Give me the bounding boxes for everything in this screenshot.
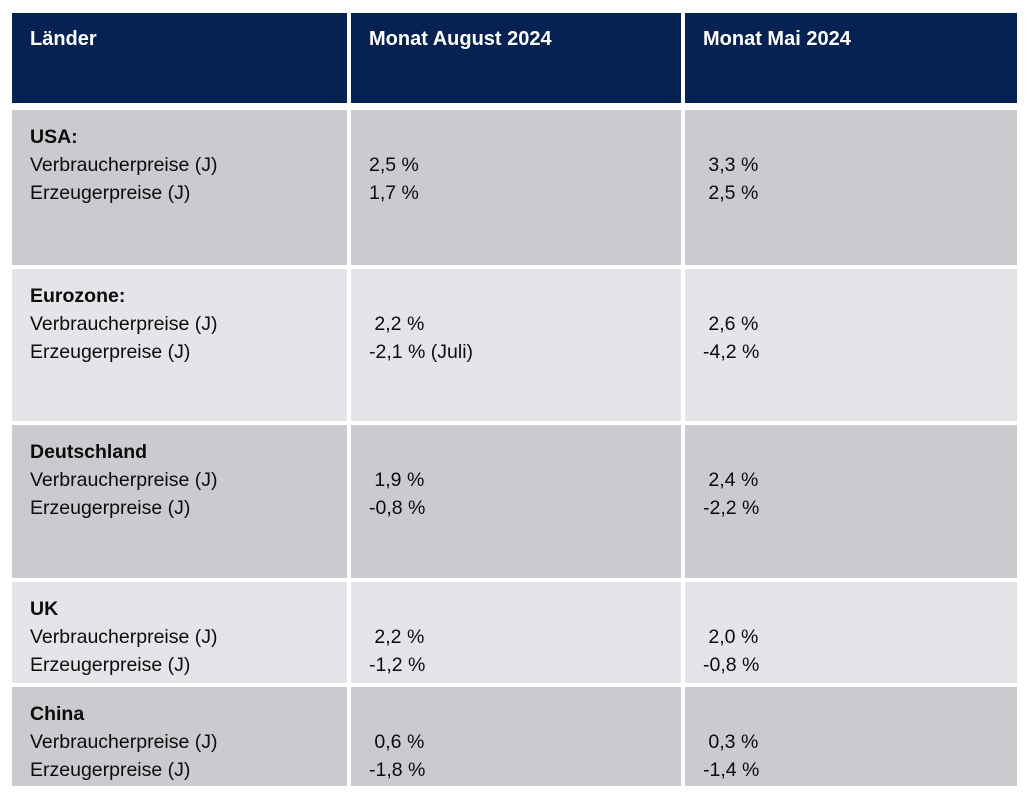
spacer-line xyxy=(369,700,673,728)
label-verbraucherpreise: Verbraucherpreise (J) xyxy=(30,731,218,753)
inflation-table: Länder Monat August 2024 Monat Mai 2024 … xyxy=(12,13,1017,790)
spacer-line xyxy=(703,700,1009,728)
country-cell: China Verbraucherpreise (J) Erzeugerprei… xyxy=(12,687,347,786)
value-august-erzeugerpreise: -0,8 % xyxy=(369,497,426,519)
value-august-erzeugerpreise: -1,8 % xyxy=(369,759,426,781)
spacer-line xyxy=(703,282,1009,310)
header-cell-laender: Länder xyxy=(12,13,347,103)
value-august-verbraucherpreise: 2,2 % xyxy=(369,626,425,648)
label-verbraucherpreise: Verbraucherpreise (J) xyxy=(30,154,218,176)
spacer-line xyxy=(703,595,1009,623)
country-name: Eurozone: xyxy=(30,285,126,307)
country-name: USA: xyxy=(30,126,78,148)
spacer-line xyxy=(369,123,673,151)
august-values-cell: 2,5 % 1,7 % xyxy=(351,110,681,265)
header-cell-monat-august: Monat August 2024 xyxy=(351,13,681,103)
value-august-verbraucherpreise: 0,6 % xyxy=(369,731,425,753)
label-erzeugerpreise: Erzeugerpreise (J) xyxy=(30,182,191,204)
label-verbraucherpreise: Verbraucherpreise (J) xyxy=(30,626,218,648)
header-cell-monat-mai: Monat Mai 2024 xyxy=(685,13,1017,103)
spacer-line xyxy=(369,438,673,466)
table-row-eurozone: Eurozone: Verbraucherpreise (J) Erzeuger… xyxy=(12,269,1017,421)
value-august-verbraucherpreise: 2,5 % xyxy=(369,154,419,176)
table-row-china: China Verbraucherpreise (J) Erzeugerprei… xyxy=(12,687,1017,786)
country-cell: USA: Verbraucherpreise (J) Erzeugerpreis… xyxy=(12,110,347,265)
label-erzeugerpreise: Erzeugerpreise (J) xyxy=(30,497,191,519)
mai-values-cell: 2,0 % -0,8 % xyxy=(685,582,1017,683)
mai-values-cell: 2,6 % -4,2 % xyxy=(685,269,1017,421)
value-mai-verbraucherpreise: 3,3 % xyxy=(703,154,759,176)
country-name: UK xyxy=(30,598,59,620)
value-mai-verbraucherpreise: 2,6 % xyxy=(703,313,759,335)
label-erzeugerpreise: Erzeugerpreise (J) xyxy=(30,654,191,676)
country-cell: Eurozone: Verbraucherpreise (J) Erzeuger… xyxy=(12,269,347,421)
spacer-line xyxy=(369,595,673,623)
value-august-verbraucherpreise: 2,2 % xyxy=(369,313,425,335)
country-name: Deutschland xyxy=(30,441,148,463)
august-values-cell: 2,2 % -2,1 % (Juli) xyxy=(351,269,681,421)
value-august-erzeugerpreise: -2,1 % (Juli) xyxy=(369,341,474,363)
mai-values-cell: 0,3 % -1,4 % xyxy=(685,687,1017,786)
label-verbraucherpreise: Verbraucherpreise (J) xyxy=(30,313,218,335)
value-mai-erzeugerpreise: -2,2 % xyxy=(703,497,760,519)
august-values-cell: 0,6 % -1,8 % xyxy=(351,687,681,786)
country-cell: UK Verbraucherpreise (J) Erzeugerpreise … xyxy=(12,582,347,683)
header-row: Länder Monat August 2024 Monat Mai 2024 xyxy=(12,13,1017,103)
table-row-usa: USA: Verbraucherpreise (J) Erzeugerpreis… xyxy=(12,110,1017,265)
value-mai-erzeugerpreise: -4,2 % xyxy=(703,341,760,363)
country-name: China xyxy=(30,703,85,725)
spacer-line xyxy=(703,123,1009,151)
spacer-line xyxy=(703,438,1009,466)
value-mai-erzeugerpreise: 2,5 % xyxy=(703,182,759,204)
label-erzeugerpreise: Erzeugerpreise (J) xyxy=(30,759,191,781)
mai-values-cell: 3,3 % 2,5 % xyxy=(685,110,1017,265)
mai-values-cell: 2,4 % -2,2 % xyxy=(685,425,1017,578)
value-august-verbraucherpreise: 1,9 % xyxy=(369,469,425,491)
value-mai-verbraucherpreise: 0,3 % xyxy=(703,731,759,753)
table-row-uk: UK Verbraucherpreise (J) Erzeugerpreise … xyxy=(12,582,1017,683)
table-row-deutschland: Deutschland Verbraucherpreise (J) Erzeug… xyxy=(12,425,1017,578)
value-august-erzeugerpreise: -1,2 % xyxy=(369,654,426,676)
country-cell: Deutschland Verbraucherpreise (J) Erzeug… xyxy=(12,425,347,578)
spacer-line xyxy=(369,282,673,310)
value-mai-erzeugerpreise: -0,8 % xyxy=(703,654,760,676)
value-mai-erzeugerpreise: -1,4 % xyxy=(703,759,760,781)
august-values-cell: 1,9 % -0,8 % xyxy=(351,425,681,578)
value-august-erzeugerpreise: 1,7 % xyxy=(369,182,419,204)
label-erzeugerpreise: Erzeugerpreise (J) xyxy=(30,341,191,363)
value-mai-verbraucherpreise: 2,4 % xyxy=(703,469,759,491)
august-values-cell: 2,2 % -1,2 % xyxy=(351,582,681,683)
label-verbraucherpreise: Verbraucherpreise (J) xyxy=(30,469,218,491)
value-mai-verbraucherpreise: 2,0 % xyxy=(703,626,759,648)
